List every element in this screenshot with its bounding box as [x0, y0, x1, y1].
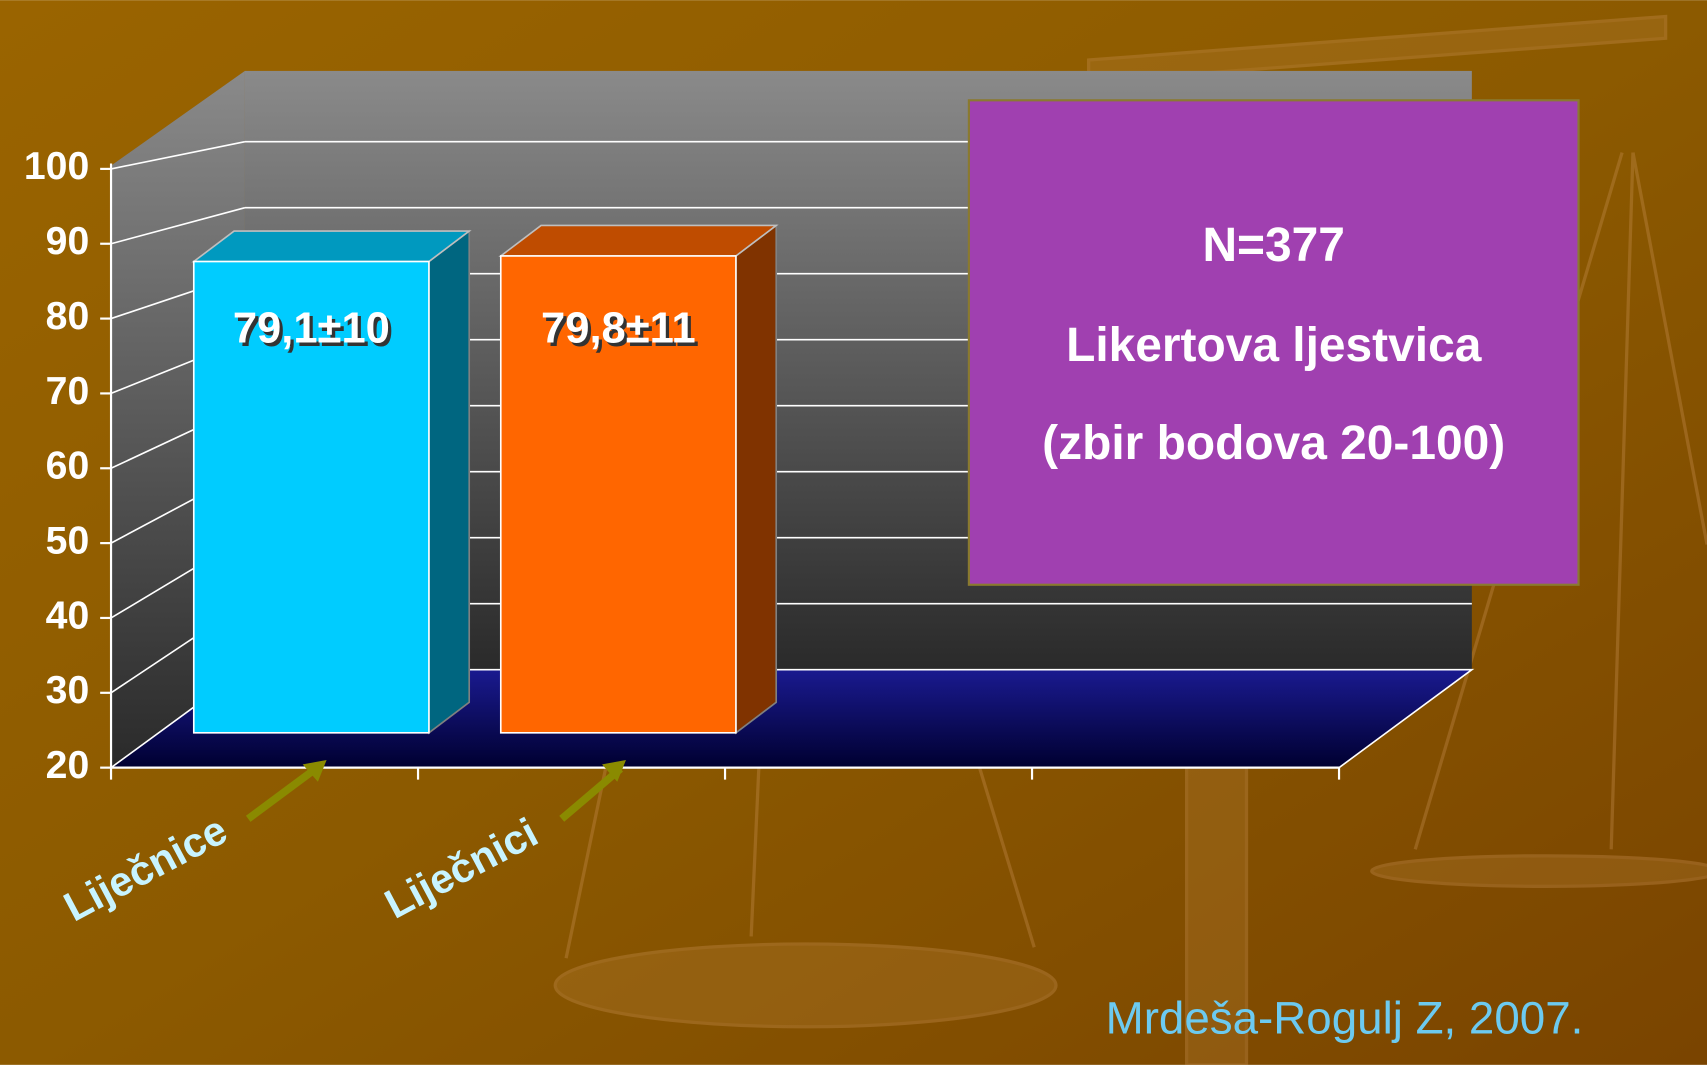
- y-tick-label: 50: [46, 519, 90, 562]
- grid-line: [110, 140, 246, 170]
- y-tick-label: 90: [46, 220, 90, 263]
- bar-side: [735, 223, 778, 735]
- arrow-head: [302, 760, 327, 782]
- bar: [499, 255, 737, 734]
- arrow-head: [602, 760, 626, 782]
- y-tick-label: 60: [46, 445, 90, 488]
- annotation-line: Likertova ljestvica: [1066, 319, 1482, 372]
- value-label: 79,1±10: [233, 305, 390, 353]
- y-tick-label: 100: [24, 145, 89, 188]
- bar-side: [428, 229, 471, 735]
- grid-line: [110, 206, 246, 245]
- bar-top: [498, 224, 779, 257]
- annotation-line: (zbir bodova 20-100): [1042, 417, 1505, 470]
- value-label-shadow: 79,1±10: [236, 308, 393, 356]
- source: Mrdeša-Rogulj Z, 2007.: [1106, 992, 1584, 1043]
- arrow-line: [559, 765, 624, 822]
- y-tick-label: 80: [46, 295, 90, 338]
- annotation-box: [967, 99, 1580, 586]
- y-tick-label: 20: [46, 744, 90, 787]
- scales-decoration: [553, 14, 1707, 1067]
- bar-top: [191, 230, 472, 263]
- arrow-line: [245, 765, 318, 822]
- y-tick-label: 40: [46, 594, 90, 637]
- bar: [192, 260, 430, 734]
- y-tick-label: 70: [46, 370, 90, 413]
- annotation-line: N=377: [1202, 219, 1344, 272]
- y-tick-label: 30: [46, 669, 90, 712]
- value-label: 79,8±11: [541, 305, 696, 353]
- value-label-shadow: 79,8±11: [544, 308, 699, 356]
